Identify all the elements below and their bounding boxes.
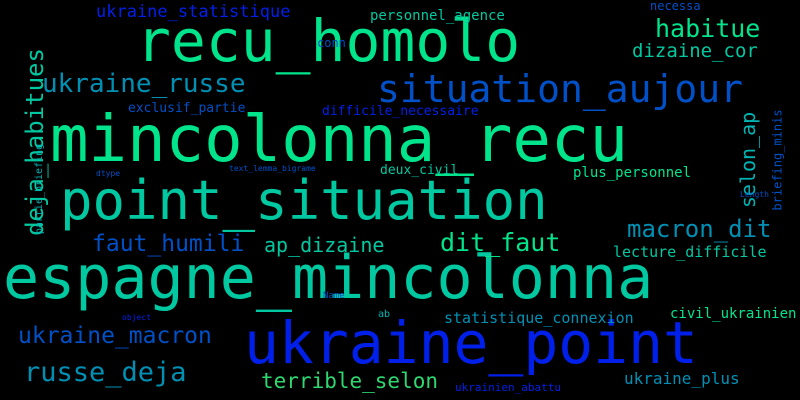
cloud-word: dizaine_cor	[632, 40, 758, 62]
cloud-word: ukraine_plus	[624, 369, 740, 388]
cloud-word: ukraine_macron	[18, 323, 212, 349]
cloud-word: lecture_difficile	[613, 243, 767, 261]
cloud-word: object	[122, 313, 151, 322]
cloud-word: mincolonna_recu	[50, 103, 628, 177]
cloud-word: ab	[378, 309, 391, 320]
cloud-word: statistique_connexion	[444, 309, 634, 327]
cloud-word: conn	[317, 36, 346, 50]
cloud-word: necessa	[650, 0, 701, 13]
cloud-word: point_situation	[60, 169, 548, 232]
cloud-word: terrible_selon	[261, 369, 439, 393]
cloud-word: personnel_agence	[370, 8, 505, 24]
cloud-word: briefing_minis	[770, 109, 785, 211]
cloud-word: macron_dit	[627, 215, 772, 243]
cloud-word: ukrainien_abattu	[455, 381, 561, 394]
cloud-word: Length	[740, 190, 769, 199]
cloud-word: ukraine_point	[244, 309, 698, 377]
cloud-word: deux_civil	[380, 163, 459, 178]
cloud-word: Name	[323, 291, 345, 301]
cloud-word: partie_briefing	[34, 143, 46, 235]
cloud-word: faut_humili	[92, 231, 245, 257]
cloud-word: plus_personnel	[573, 165, 692, 181]
cloud-word: dtype	[96, 169, 121, 178]
cloud-word: habitue	[655, 14, 761, 43]
cloud-word: ukraine_statistique	[96, 2, 291, 22]
cloud-word: civil_ukrainien	[670, 306, 797, 322]
cloud-word: text_lemma_bigrame	[229, 164, 316, 173]
cloud-word: russe_deja	[24, 357, 187, 388]
cloud-word: ukraine_russe	[42, 69, 246, 99]
cloud-word: espagne_mincolonna	[3, 243, 654, 313]
cloud-word: situation_aujour	[377, 67, 744, 111]
cloud-word: dit_faut	[440, 228, 561, 257]
cloud-word: ap_dizaine	[264, 233, 385, 257]
cloud-word: difficile_necessaire	[322, 104, 479, 119]
cloud-word: exclusif_partie	[128, 101, 246, 116]
cloud-word: recu_homolo	[136, 7, 521, 75]
